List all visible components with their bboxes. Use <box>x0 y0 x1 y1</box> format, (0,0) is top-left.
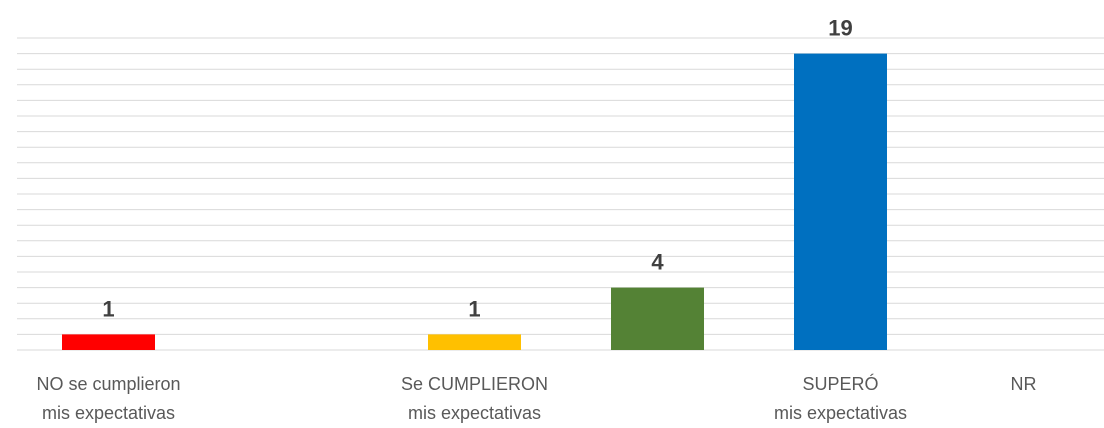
bar <box>62 334 155 350</box>
bar <box>428 334 521 350</box>
data-label: 19 <box>828 16 852 41</box>
data-label: 4 <box>651 250 664 275</box>
data-label: 1 <box>102 296 114 321</box>
bar <box>794 53 887 350</box>
x-tick-label: NR <box>1010 374 1037 394</box>
x-tick-label: SUPERÓ mis expectativas <box>773 374 908 423</box>
data-label: 1 <box>468 296 480 321</box>
x-tick-label: Se CUMPLIERON mis expectativas <box>400 374 549 423</box>
x-tick-label: NO se cumplieron mis expectativas <box>36 374 181 423</box>
bar <box>611 287 704 350</box>
